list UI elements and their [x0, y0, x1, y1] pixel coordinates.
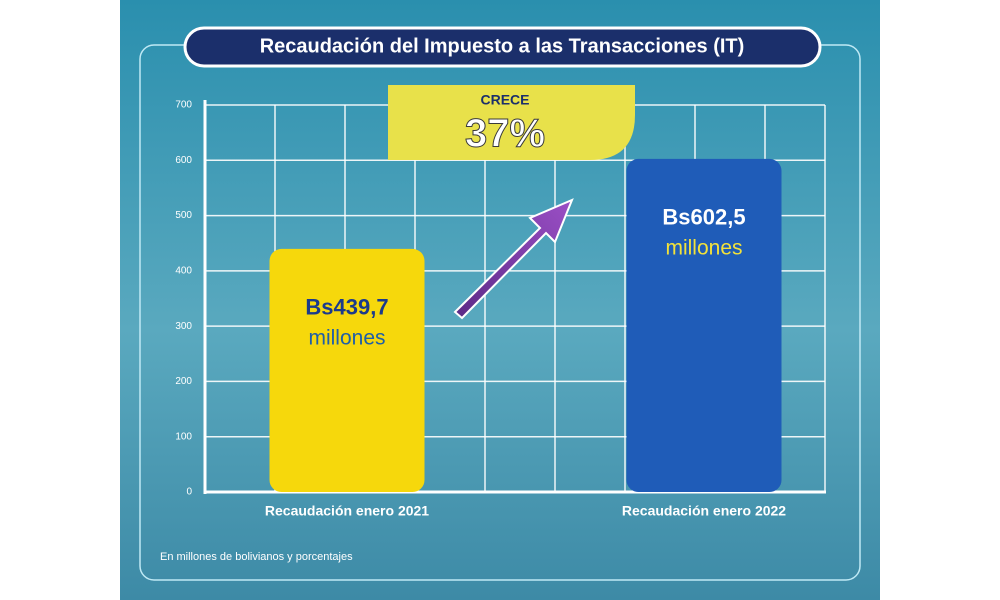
bar	[626, 158, 782, 492]
footnote: En millones de bolivianos y porcentajes	[160, 551, 353, 563]
title-pill	[183, 26, 822, 68]
chart-title: Recaudación del Impuesto a las Transacci…	[260, 35, 745, 57]
y-tick-label: 600	[175, 155, 192, 166]
y-tick-label: 200	[175, 376, 192, 387]
value-label: Bs439,7	[305, 295, 388, 320]
annotation-text: 37%	[465, 112, 545, 156]
y-tick-label: 0	[186, 487, 192, 498]
annotation-title: CRECE	[480, 92, 529, 108]
y-tick-label: 400	[175, 265, 192, 276]
growth-arrow	[453, 198, 574, 320]
value-unit: millones	[665, 236, 742, 259]
value-label: Bs602,5	[662, 205, 745, 230]
value-unit: millones	[308, 326, 385, 349]
y-tick-label: 700	[175, 100, 192, 111]
y-tick-label: 300	[175, 321, 192, 332]
annotation-box	[388, 85, 635, 160]
y-tick-label: 500	[175, 210, 192, 221]
y-tick-label: 100	[175, 431, 192, 442]
x-tick-label: Recaudación enero 2021	[265, 503, 429, 519]
x-tick-label: Recaudación enero 2022	[622, 503, 786, 519]
bar	[269, 248, 425, 492]
